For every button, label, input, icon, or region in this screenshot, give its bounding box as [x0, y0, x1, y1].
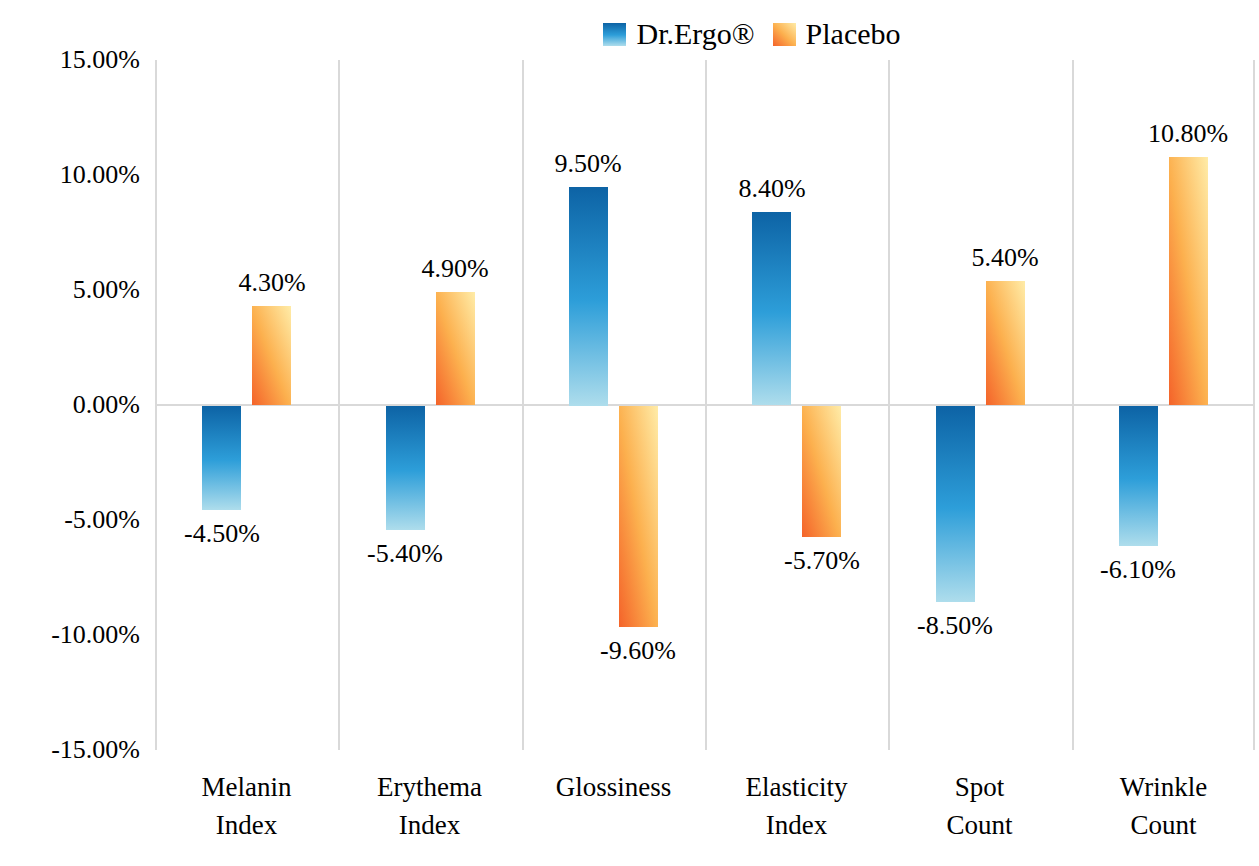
y-tick-label: 15.00%: [0, 44, 140, 76]
category-label: Spot Count: [888, 768, 1071, 844]
bar-placebo-wrinkle-count: [1169, 157, 1208, 405]
legend-label-placebo: Placebo: [806, 18, 901, 50]
bar-drergo-melanin-index: [202, 406, 241, 510]
category-label: Elasticity Index: [705, 768, 888, 844]
data-label: -5.70%: [737, 546, 907, 576]
bar-drergo-erythema-index: [386, 406, 425, 530]
data-label: -4.50%: [137, 519, 307, 549]
data-label: 4.30%: [187, 268, 357, 298]
data-label: -9.60%: [553, 636, 723, 666]
category-label: Wrinkle Count: [1072, 768, 1255, 844]
bar-drergo-spot-count: [936, 406, 975, 602]
data-label: -5.40%: [320, 539, 490, 569]
legend-item-drergo: Dr.Ergo®: [603, 18, 754, 50]
y-tick-label: -5.00%: [0, 504, 140, 536]
data-label: 9.50%: [503, 149, 673, 179]
bar-drergo-elasticity-index: [752, 212, 791, 405]
legend-swatch-drergo-icon: [603, 23, 626, 46]
plot-area: -4.50%-5.40%9.50%8.40%-8.50%-6.10%4.30%4…: [155, 60, 1255, 750]
bar-placebo-erythema-index: [436, 292, 475, 405]
bar-drergo-glossiness: [569, 187, 608, 406]
y-tick-label: 10.00%: [0, 159, 140, 191]
bar-placebo-melanin-index: [252, 306, 291, 405]
y-tick-label: 0.00%: [0, 389, 140, 421]
category-label: Melanin Index: [155, 768, 338, 844]
data-label: 10.80%: [1103, 119, 1259, 149]
legend-item-placebo: Placebo: [773, 18, 901, 50]
y-tick-label: 5.00%: [0, 274, 140, 306]
category-label: Erythema Index: [338, 768, 521, 844]
legend-swatch-placebo-icon: [773, 23, 796, 46]
y-tick-label: -15.00%: [0, 734, 140, 766]
data-label: 5.40%: [920, 243, 1090, 273]
bar-placebo-elasticity-index: [802, 406, 841, 537]
bar-placebo-spot-count: [986, 281, 1025, 405]
category-label: Glossiness: [522, 768, 705, 806]
data-label: -8.50%: [870, 611, 1040, 641]
data-label: 4.90%: [370, 254, 540, 284]
legend-label-drergo: Dr.Ergo®: [636, 18, 754, 50]
zero-axis-line: [155, 404, 1255, 406]
y-tick-label: -10.00%: [0, 619, 140, 651]
data-label: 8.40%: [687, 174, 857, 204]
data-label: -6.10%: [1053, 555, 1223, 585]
bar-chart: Dr.Ergo® Placebo 15.00% 10.00% 5.00% 0.00% -…: [0, 0, 1259, 866]
bar-drergo-wrinkle-count: [1119, 406, 1158, 546]
legend: Dr.Ergo® Placebo: [0, 18, 1259, 50]
bar-placebo-glossiness: [619, 406, 658, 627]
